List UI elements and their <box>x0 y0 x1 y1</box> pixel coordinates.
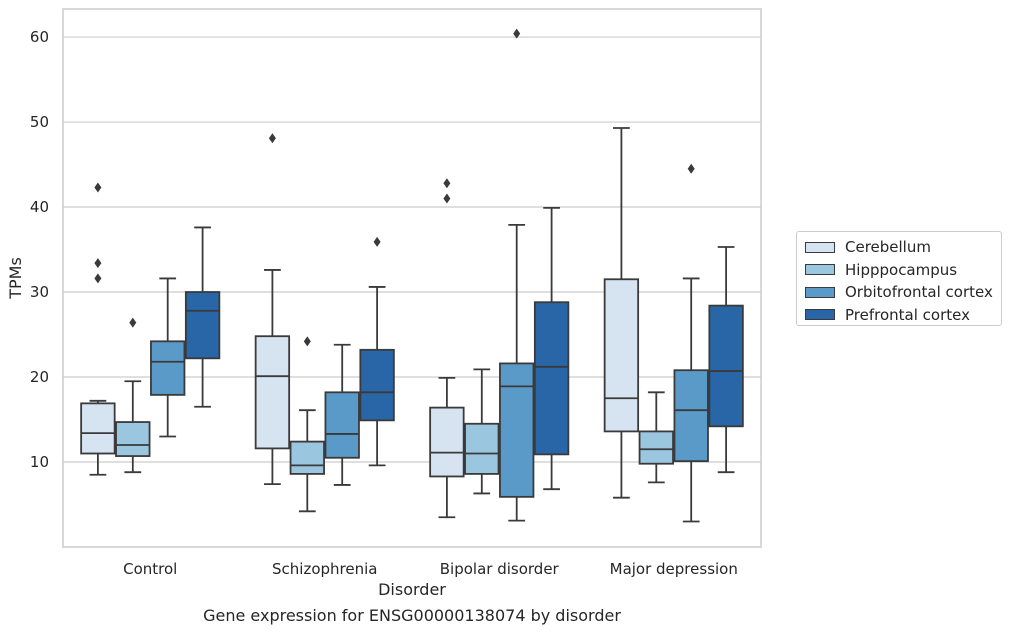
box-group <box>638 391 674 484</box>
legend-item-cerebellum: Cerebellum <box>805 236 1001 259</box>
y-tick-label: 30 <box>30 283 49 301</box>
outlier-point <box>94 182 102 193</box>
outlier-point <box>129 317 137 328</box>
x-tick-labels: Control Schizophrenia Bipolar disorder Majo… <box>123 560 738 578</box>
box <box>533 301 570 456</box>
box <box>324 391 360 459</box>
outlier-point <box>94 258 102 269</box>
box-group <box>429 178 465 519</box>
box <box>115 421 151 457</box>
outlier-point <box>443 193 451 204</box>
outlier-point <box>513 28 521 39</box>
x-axis-label: Disorder <box>378 580 446 599</box>
legend-label: Prefrontal cortex <box>845 305 970 324</box>
box-group <box>254 133 291 486</box>
legend-swatch-prefrontal-cortex <box>805 309 835 321</box>
y-axis-label: TPMs <box>6 257 25 300</box>
box-group <box>603 127 640 499</box>
legend-swatch-orbitofrontal-cortex <box>805 286 835 298</box>
box-group <box>673 163 709 523</box>
outlier-point <box>373 236 381 247</box>
legend-label: Orbitofrontal cortex <box>845 283 993 302</box>
box-group <box>150 277 186 438</box>
box-group <box>708 246 744 474</box>
box <box>254 335 291 450</box>
legend-label: Cerebellum <box>845 238 931 257</box>
x-tick-label: Schizophrenia <box>272 560 377 578</box>
plot-frame <box>62 8 762 548</box>
y-tick-label: 40 <box>30 198 49 216</box>
box-group <box>359 236 395 467</box>
legend: Cerebellum Hipppocampus Orbitofrontal co… <box>796 231 1002 326</box>
x-tick-label: Control <box>123 560 177 578</box>
y-tick-label: 60 <box>30 28 49 46</box>
box <box>359 348 395 422</box>
figure-caption: Gene expression for ENSG00000138074 by d… <box>203 606 621 625</box>
y-tick-label: 10 <box>30 453 49 471</box>
box <box>150 340 186 396</box>
outlier-point <box>303 336 311 347</box>
box <box>464 422 500 475</box>
outlier-point <box>443 178 451 189</box>
legend-item-hippocampus: Hipppocampus <box>805 259 1001 282</box>
box-group <box>115 317 151 474</box>
box <box>603 278 640 433</box>
box <box>499 362 535 498</box>
x-tick-label: Bipolar disorder <box>440 560 560 578</box>
box <box>80 402 116 455</box>
box <box>638 430 674 465</box>
legend-swatch-hippocampus <box>805 264 835 276</box>
box-group <box>464 368 500 495</box>
outlier-point <box>687 163 695 174</box>
box-group <box>289 336 325 513</box>
legend-swatch-cerebellum <box>805 241 835 253</box>
box <box>673 369 709 463</box>
outlier-point <box>94 273 102 284</box>
box <box>429 406 465 478</box>
y-tick-labels: 10 20 30 40 50 60 <box>30 28 49 471</box>
boxes <box>80 28 744 523</box>
y-tick-label: 20 <box>30 368 49 386</box>
box-group <box>533 206 570 491</box>
box <box>184 291 221 360</box>
box-group <box>499 28 535 522</box>
legend-item-orbitofrontal-cortex: Orbitofrontal cortex <box>805 281 1001 304</box>
box <box>708 304 744 428</box>
legend-item-prefrontal-cortex: Prefrontal cortex <box>805 304 1001 327</box>
box-group <box>80 182 116 476</box>
y-tick-label: 50 <box>30 113 49 131</box>
box-group <box>324 343 360 486</box>
legend-label: Hipppocampus <box>845 260 958 279</box>
x-tick-label: Major depression <box>610 560 738 578</box>
box-group <box>184 226 221 408</box>
box <box>289 440 325 475</box>
outlier-point <box>268 133 276 144</box>
